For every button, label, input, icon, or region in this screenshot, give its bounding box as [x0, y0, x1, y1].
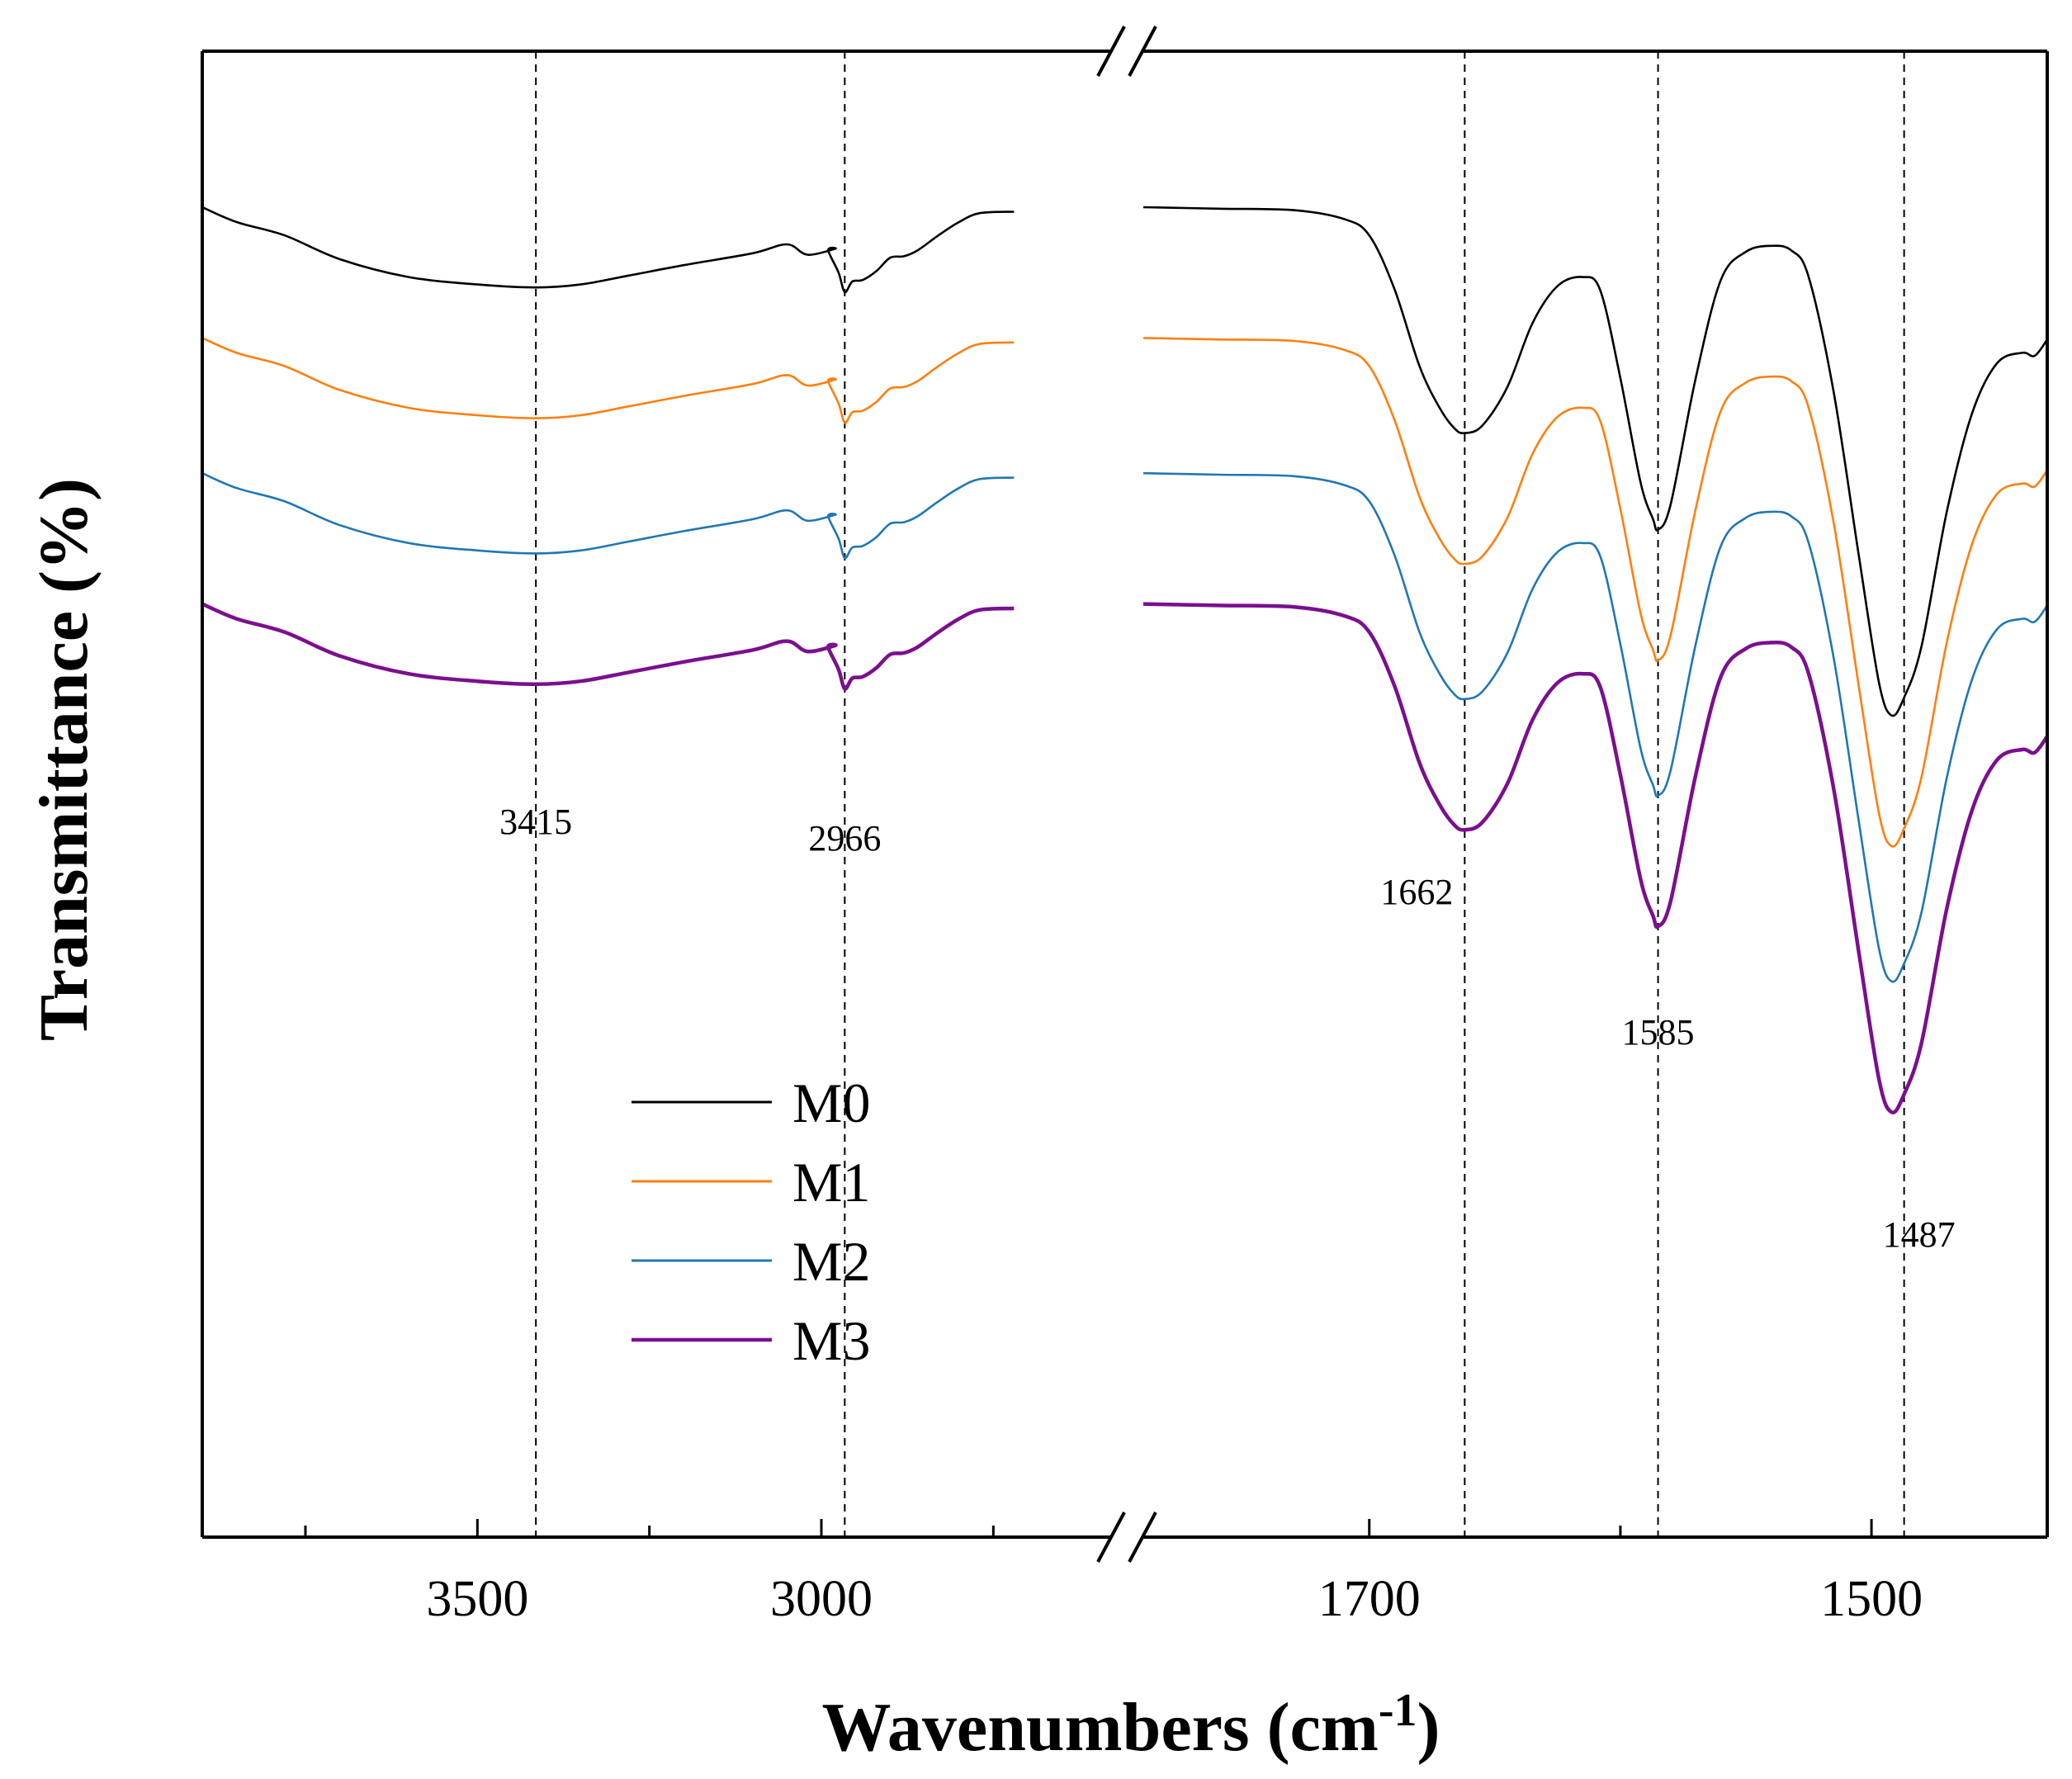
- x-axis-title-main: Wavenumbers (cm: [822, 1689, 1379, 1766]
- axis-break-mark-top-a: [1096, 26, 1126, 77]
- axis-break-mark-top-b: [1128, 26, 1157, 77]
- x-axis-title-suffix: ): [1417, 1689, 1440, 1766]
- legend-label-m1: M1: [792, 1151, 870, 1214]
- series-m1-line-seg1: [201, 337, 1015, 424]
- y-axis-title: Transmittance (%): [26, 478, 102, 1041]
- legend-label-m2: M2: [792, 1230, 870, 1293]
- peak-label-1585: 1585: [1622, 1012, 1695, 1053]
- x-tick-label-1500: 1500: [1820, 1571, 1923, 1627]
- peak-label-2966: 2966: [808, 818, 881, 859]
- x-tick-label-3000: 3000: [770, 1571, 873, 1627]
- series-m3-line-seg1: [201, 602, 1015, 691]
- x-axis-title: Wavenumbers (cm-1): [822, 1685, 1440, 1766]
- series-layer: [201, 206, 2049, 1114]
- x-tick-label-1700: 1700: [1318, 1571, 1421, 1627]
- series-m0-line-seg2: [1142, 206, 2049, 717]
- peak-label-1487: 1487: [1883, 1214, 1956, 1255]
- axes: 3500 3000 1700 1500: [201, 26, 2049, 1627]
- series-m2-line-seg2: [1142, 471, 2049, 983]
- reference-lines: [535, 51, 1905, 1537]
- peak-label-1662: 1662: [1380, 872, 1453, 912]
- legend-label-m3: M3: [792, 1309, 870, 1372]
- series-m0-line-seg1: [201, 206, 1015, 293]
- axis-break-mark-bottom-b: [1128, 1512, 1157, 1563]
- labels: 3415 2966 1662 1585 1487: [499, 802, 1955, 1255]
- peak-label-3415: 3415: [499, 802, 572, 842]
- x-tick-label-3500: 3500: [426, 1571, 528, 1627]
- series-m3-line-seg2: [1142, 602, 2049, 1114]
- series-m2-line-seg1: [201, 472, 1015, 560]
- x-axis-title-superscript: -1: [1379, 1685, 1417, 1736]
- series-m1-line-seg2: [1142, 337, 2049, 848]
- axis-break-mark-bottom-a: [1096, 1512, 1126, 1563]
- legend: M0 M1 M2 M3: [632, 1072, 870, 1372]
- legend-label-m0: M0: [792, 1072, 870, 1134]
